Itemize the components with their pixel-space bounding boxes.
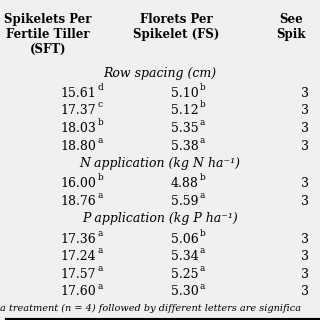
- Text: a: a: [200, 136, 205, 145]
- Text: See
Spik: See Spik: [276, 13, 306, 41]
- Text: b: b: [200, 173, 206, 182]
- Text: Florets Per
Spikelet (FS): Florets Per Spikelet (FS): [133, 13, 219, 41]
- Text: 3: 3: [301, 177, 309, 190]
- Text: 16.00: 16.00: [60, 177, 96, 190]
- Text: a: a: [98, 246, 103, 255]
- Text: Row spacing (cm): Row spacing (cm): [103, 67, 217, 80]
- Text: a: a: [200, 282, 205, 291]
- Text: 17.37: 17.37: [60, 104, 96, 117]
- Text: a: a: [200, 118, 205, 127]
- Text: N application (kg N ha⁻¹): N application (kg N ha⁻¹): [79, 157, 241, 170]
- Text: d: d: [98, 83, 103, 92]
- Text: c: c: [98, 100, 103, 109]
- Text: 5.30: 5.30: [171, 285, 198, 299]
- Text: 3: 3: [301, 268, 309, 281]
- Text: Spikelets Per
Fertile Tiller
(SFT): Spikelets Per Fertile Tiller (SFT): [4, 13, 92, 56]
- Text: 5.12: 5.12: [171, 104, 198, 117]
- Text: a: a: [98, 229, 103, 238]
- Text: 5.10: 5.10: [171, 87, 198, 100]
- Text: b: b: [200, 83, 206, 92]
- Text: b: b: [200, 229, 206, 238]
- Text: b: b: [98, 173, 103, 182]
- Text: 5.06: 5.06: [171, 233, 198, 246]
- Text: a: a: [98, 191, 103, 200]
- Text: 3: 3: [301, 195, 309, 208]
- Text: 4.88: 4.88: [171, 177, 198, 190]
- Text: a: a: [98, 282, 103, 291]
- Text: 5.38: 5.38: [171, 140, 198, 153]
- Text: 3: 3: [301, 122, 309, 135]
- Text: 5.59: 5.59: [171, 195, 198, 208]
- Text: a treatment (n = 4) followed by different letters are significa: a treatment (n = 4) followed by differen…: [0, 304, 301, 314]
- Text: 5.35: 5.35: [171, 122, 198, 135]
- Text: b: b: [98, 118, 103, 127]
- Text: 3: 3: [301, 250, 309, 263]
- Text: 15.61: 15.61: [60, 87, 96, 100]
- Text: 17.24: 17.24: [60, 250, 96, 263]
- Text: a: a: [98, 264, 103, 273]
- Text: 3: 3: [301, 104, 309, 117]
- Text: P application (kg P ha⁻¹): P application (kg P ha⁻¹): [82, 212, 238, 226]
- Text: 3: 3: [301, 285, 309, 299]
- Text: 17.36: 17.36: [60, 233, 96, 246]
- Text: 18.76: 18.76: [60, 195, 96, 208]
- Text: 17.57: 17.57: [60, 268, 96, 281]
- Text: 18.80: 18.80: [60, 140, 96, 153]
- Text: 3: 3: [301, 87, 309, 100]
- Text: a: a: [200, 246, 205, 255]
- Text: 5.34: 5.34: [171, 250, 198, 263]
- Text: a: a: [98, 136, 103, 145]
- Text: b: b: [200, 100, 206, 109]
- Text: a: a: [200, 264, 205, 273]
- Text: 5.25: 5.25: [171, 268, 198, 281]
- Text: 17.60: 17.60: [60, 285, 96, 299]
- Text: a: a: [200, 191, 205, 200]
- Text: 18.03: 18.03: [60, 122, 96, 135]
- Text: 3: 3: [301, 140, 309, 153]
- Text: 3: 3: [301, 233, 309, 246]
